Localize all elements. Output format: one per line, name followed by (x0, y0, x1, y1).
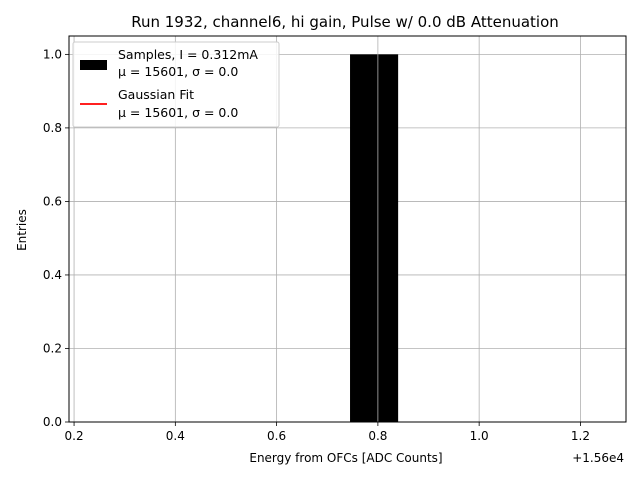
legend-label-gaussian-fit: Gaussian Fit (118, 87, 194, 102)
y-tick-label: 0.0 (43, 415, 62, 429)
chart-title: Run 1932, channel6, hi gain, Pulse w/ 0.… (131, 13, 559, 31)
x-tick-label: 1.0 (470, 429, 489, 443)
x-tick-label: 0.6 (267, 429, 286, 443)
legend-stats-gaussian-fit: μ = 15601, σ = 0.0 (118, 105, 238, 120)
legend-label-samples: Samples, I = 0.312mA (118, 47, 258, 62)
y-tick-label: 1.0 (43, 47, 62, 61)
legend-swatch-samples (80, 60, 107, 70)
histogram-bar (350, 54, 399, 422)
x-tick-label: 0.8 (368, 429, 387, 443)
y-tick-label: 0.6 (43, 194, 62, 208)
y-axis-label: Entries (15, 209, 29, 251)
y-tick-label: 0.2 (43, 341, 62, 355)
x-tick-label: 1.2 (571, 429, 590, 443)
x-axis-offset-label: +1.56e4 (572, 451, 624, 465)
legend-box (72, 41, 280, 128)
y-tick-label: 0.4 (43, 268, 62, 282)
axes-frame (68, 35, 627, 423)
x-axis-ticks: 0.2 0.4 0.6 0.8 1.0 1.2 (65, 422, 590, 443)
legend-stats-samples: μ = 15601, σ = 0.0 (118, 64, 238, 79)
y-tick-label: 0.8 (43, 121, 62, 135)
bars-layer (350, 54, 399, 422)
legend: Samples, I = 0.312mA μ = 15601, σ = 0.0 … (72, 41, 280, 128)
y-axis-ticks: 0.0 0.2 0.4 0.6 0.8 1.0 (43, 47, 69, 429)
x-tick-label: 0.4 (166, 429, 185, 443)
x-axis-label: Energy from OFCs [ADC Counts] (249, 451, 442, 465)
x-tick-label: 0.2 (65, 429, 84, 443)
